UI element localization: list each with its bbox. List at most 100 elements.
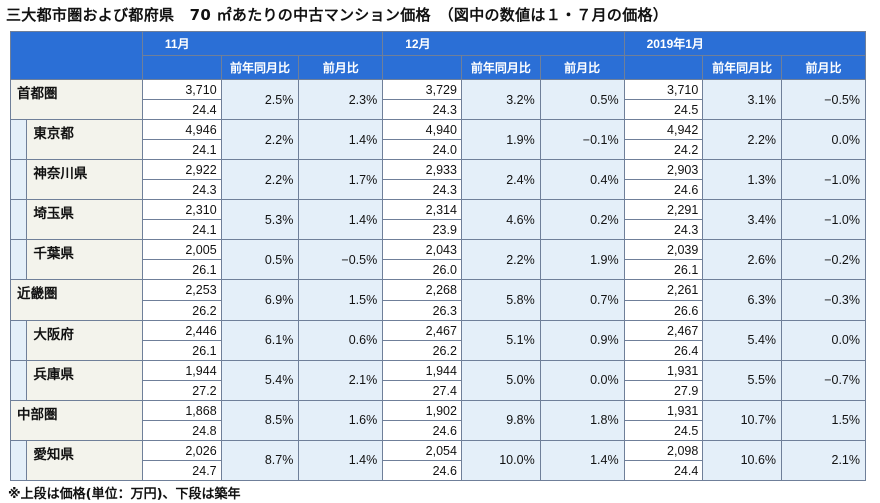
yoy-change: 5.8% [460,279,541,321]
mom-change: 0.4% [539,159,625,201]
price-value: 3,710 [141,78,222,101]
yoy-change: 2.6% [702,239,783,281]
building-age: 26.1 [141,259,222,281]
mom-change: 1.4% [298,199,384,241]
indent-spacer [9,359,28,401]
building-age: 26.4 [623,339,704,361]
prefecture-label: 神奈川県 [26,159,143,201]
building-age: 27.9 [623,379,704,401]
building-age: 24.8 [141,419,222,441]
price-value: 3,710 [623,78,704,101]
indent-spacer [9,199,28,241]
price-value: 2,005 [141,239,222,261]
building-age: 24.2 [623,139,704,161]
mom-change: −0.1% [539,119,625,161]
price-value: 1,944 [141,359,222,381]
yoy-change: 0.5% [220,239,300,281]
price-value: 2,310 [141,199,222,221]
price-value: 2,039 [623,239,704,261]
building-age: 24.1 [141,139,222,161]
mom-change: −1.0% [781,159,866,201]
building-age: 24.4 [623,459,704,481]
building-age: 24.3 [382,179,462,201]
yoy-change: 6.1% [220,319,300,361]
mom-change: 1.4% [298,439,384,481]
building-age: 26.1 [623,259,704,281]
building-age: 24.1 [141,219,222,241]
mom-change: −0.3% [781,279,866,321]
price-value: 1,902 [382,399,462,421]
yoy-change: 8.7% [220,439,300,481]
building-age: 24.6 [382,459,462,481]
yoy-change: 2.5% [220,78,300,121]
yoy-change: 6.3% [702,279,783,321]
price-value: 2,922 [141,159,222,181]
prefecture-label: 大阪府 [26,319,143,361]
prefecture-label: 兵庫県 [26,359,143,401]
mom-change: −0.2% [781,239,866,281]
prefecture-label: 千葉県 [26,239,143,281]
yoy-change: 3.4% [702,199,783,241]
indent-spacer [9,439,28,481]
building-age: 24.5 [623,99,704,121]
building-age: 24.0 [382,139,462,161]
price-value: 4,942 [623,119,704,141]
mom-change: 1.5% [298,279,384,321]
price-value: 1,944 [382,359,462,381]
building-age: 27.4 [382,379,462,401]
yoy-change: 4.6% [460,199,541,241]
mom-change: 0.2% [539,199,625,241]
mom-change: 1.4% [298,119,384,161]
mom-change: 1.7% [298,159,384,201]
yoy-header: 前年同月比 [220,55,300,80]
building-age: 24.3 [141,179,222,201]
price-value: 4,940 [382,119,462,141]
mom-change: −1.0% [781,199,866,241]
header-corner [10,31,143,80]
yoy-header: 前年同月比 [460,55,541,80]
yoy-change: 2.2% [460,239,541,281]
price-header-blank [141,55,222,80]
building-age: 26.2 [382,339,462,361]
month-header: 12月 [382,31,625,56]
price-value: 2,054 [382,439,462,461]
building-age: 24.4 [141,99,222,121]
yoy-change: 9.8% [460,399,541,441]
building-age: 26.1 [141,339,222,361]
price-value: 1,868 [141,399,222,421]
yoy-change: 5.5% [702,359,783,401]
price-table: 11月 12月 2019年1月 前年同月比 前月比 前年同月比 前月比 前年同月比 前月比 首都圏… [9,31,867,481]
indent-spacer [9,239,28,281]
yoy-change: 5.4% [702,319,783,361]
price-value: 2,253 [141,279,222,301]
yoy-change: 10.0% [460,439,541,481]
yoy-change: 6.9% [220,279,300,321]
mom-change: 2.1% [298,359,384,401]
mom-change: 0.7% [539,279,625,321]
mom-change: 1.6% [298,399,384,441]
prefecture-label: 埼玉県 [26,199,143,241]
price-value: 2,261 [623,279,704,301]
mom-change: 0.0% [539,359,625,401]
mom-header: 前月比 [539,55,625,80]
building-age: 23.9 [382,219,462,241]
building-age: 26.2 [141,299,222,321]
building-age: 26.3 [382,299,462,321]
mom-change: 1.4% [539,439,625,481]
page-title: 三大都市圏および都府県 70 ㎡あたりの中古マンション価格 （図中の数値は１・７… [6,6,669,24]
building-age: 24.6 [382,419,462,441]
mom-change: 1.9% [539,239,625,281]
region-label: 近畿圏 [10,279,143,321]
mom-change: 0.0% [781,119,866,161]
yoy-change: 2.4% [460,159,541,201]
price-value: 2,268 [382,279,462,301]
indent-spacer [9,119,28,161]
month-header: 2019年1月 [623,31,867,56]
price-value: 2,314 [382,199,462,221]
yoy-change: 2.2% [702,119,783,161]
region-label: 首都圏 [10,78,143,121]
mom-change: 2.3% [298,78,384,121]
price-value: 2,467 [623,319,704,341]
yoy-change: 5.1% [460,319,541,361]
price-value: 1,931 [623,399,704,421]
